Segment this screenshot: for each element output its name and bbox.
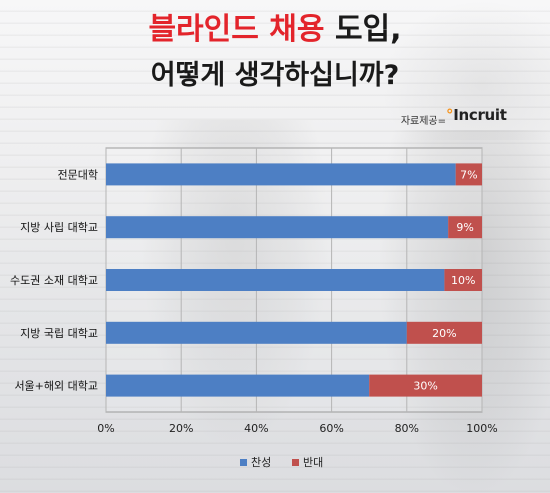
category-label: 지방 국립 대학교: [20, 327, 98, 340]
bar-favor: [106, 269, 445, 291]
data-label: 7%: [460, 168, 477, 181]
category-label: 지방 사립 대학교: [20, 221, 98, 234]
title-rest: 도입,: [334, 12, 402, 47]
bar-oppose: [444, 269, 482, 291]
chart-title: 블라인드 채용 도입,: [0, 10, 550, 50]
x-tick-label: 60%: [319, 422, 343, 435]
data-label: 10%: [451, 274, 475, 287]
bar-favor: [106, 163, 456, 186]
x-tick-label: 100%: [466, 422, 497, 435]
data-label: 30%: [413, 380, 437, 393]
bar-oppose: [369, 374, 482, 397]
x-tick-label: 40%: [244, 422, 268, 435]
category-label: 전문대학: [58, 168, 98, 181]
legend-label-favor: 찬성: [251, 455, 271, 469]
x-tick-label: 20%: [169, 422, 193, 435]
title-highlight: 블라인드 채용: [148, 12, 325, 47]
bar-oppose: [448, 216, 482, 239]
background-figure-right: [380, 130, 550, 493]
x-tick-label: 80%: [395, 422, 419, 435]
category-label: 수도권 소재 대학교: [10, 274, 98, 287]
data-label: 20%: [432, 327, 456, 340]
bar-favor: [106, 216, 449, 239]
chart-subtitle: 어떻게 생각하십니까?: [150, 60, 400, 91]
logo-text: Incruit: [453, 106, 507, 124]
category-label: 서울+해외 대학교: [14, 379, 98, 393]
bar-oppose: [455, 163, 482, 186]
source-label: 자료제공=: [400, 116, 446, 127]
legend-swatch-favor: [240, 459, 247, 466]
legend-swatch-oppose: [292, 459, 299, 466]
bar-oppose: [406, 321, 482, 344]
bar-favor: [106, 374, 370, 397]
data-label: 9%: [456, 221, 473, 234]
x-tick-label: 0%: [97, 422, 114, 435]
legend-label-oppose: 반대: [303, 456, 323, 469]
bar-favor: [106, 321, 407, 344]
background-figure-top: [380, 0, 550, 140]
incruit-logo: °Incruit: [446, 106, 507, 124]
